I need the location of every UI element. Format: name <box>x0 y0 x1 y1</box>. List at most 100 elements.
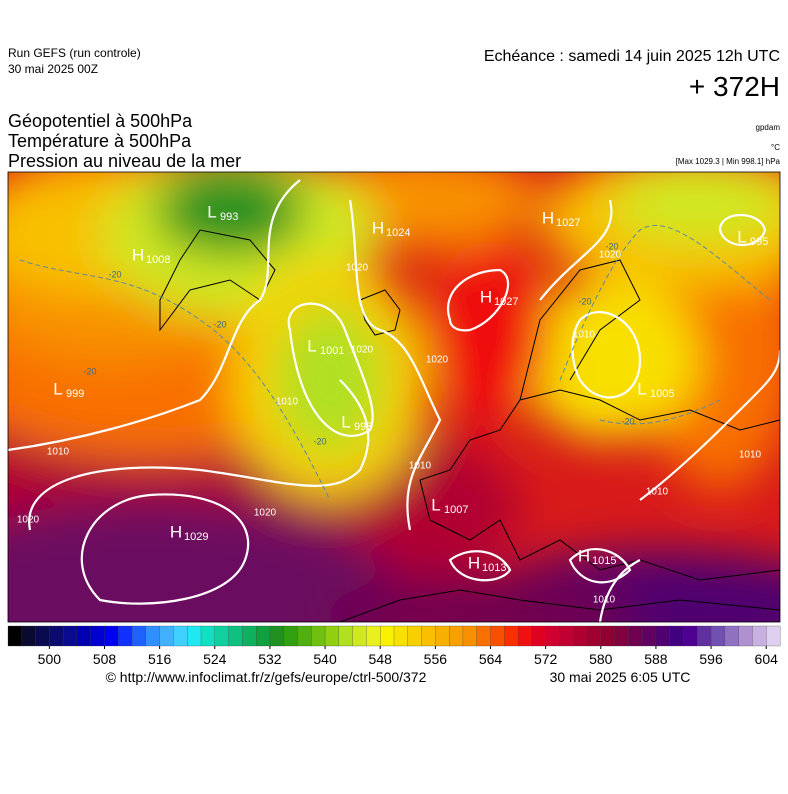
colorbar-swatch <box>545 625 560 647</box>
colorbar-swatch <box>7 625 23 647</box>
colorbar-swatch <box>435 625 450 647</box>
pressure-letter: L <box>307 336 316 355</box>
isobar-label: 1020 <box>599 250 622 261</box>
title-line: Géopotentiel à 500hPa <box>8 111 193 131</box>
colorbar-swatch <box>586 625 602 647</box>
colorbar-tick-label: 508 <box>93 651 117 667</box>
map-frame <box>7 171 781 623</box>
colorbar-swatch <box>338 625 354 647</box>
colorbar-swatch <box>35 625 50 647</box>
pressure-value: 1013 <box>482 562 506 574</box>
isobar-label: 1020 <box>254 508 277 519</box>
colorbar-swatch <box>614 625 629 647</box>
colorbar-swatch <box>683 625 698 647</box>
run-date: 30 mai 2025 00Z <box>8 62 98 76</box>
colorbar-swatch <box>145 625 161 647</box>
title-line: Pression au niveau de la mer <box>8 151 241 171</box>
pressure-letter: H <box>372 218 384 237</box>
run-label: Run GEFS (run controle) <box>8 46 141 60</box>
colorbar-swatch <box>697 625 712 647</box>
unit-label: °C <box>771 143 780 152</box>
colorbar-tick-label: 564 <box>479 651 503 667</box>
colorbar-swatch <box>228 625 243 647</box>
pressure-letter: L <box>431 495 440 514</box>
colorbar-swatch <box>311 625 326 647</box>
temperature-label: -20 <box>605 241 618 251</box>
pressure-letter: H <box>578 546 590 565</box>
colorbar-swatch <box>766 625 781 647</box>
pressure-value: 1001 <box>320 345 344 357</box>
pressure-range: [Max 1029.3 | Min 998.1] hPa <box>676 157 781 166</box>
colorbar-tick-label: 500 <box>38 651 62 667</box>
colorbar-tick-label: 580 <box>589 651 613 667</box>
colorbar-swatch <box>393 625 409 647</box>
temperature-label: -20 <box>578 296 591 306</box>
colorbar-swatch <box>628 625 643 647</box>
temperature-label: -20 <box>213 319 226 329</box>
isobar-label: 1010 <box>573 330 596 341</box>
pressure-value: 1005 <box>650 388 674 400</box>
colorbar-tick-label: 596 <box>699 651 723 667</box>
colorbar-swatch <box>641 625 657 647</box>
pressure-value: 1027 <box>494 296 518 308</box>
pressure-value: 1007 <box>444 504 468 516</box>
pressure-letter: H <box>132 245 144 264</box>
pressure-letter: H <box>480 287 492 306</box>
isobar-label: 1010 <box>739 450 762 461</box>
colorbar-swatch <box>90 625 105 647</box>
isobar-label: 1020 <box>351 345 374 356</box>
pressure-letter: H <box>468 553 480 572</box>
colorbar-swatch <box>131 625 147 647</box>
isobar-label: 1020 <box>17 515 40 526</box>
colorbar-tick-label: 540 <box>313 651 337 667</box>
colorbar-swatch <box>600 625 616 647</box>
colorbar-swatch <box>559 625 574 647</box>
colorbar-swatch <box>49 625 64 647</box>
colorbar-swatch <box>490 625 505 647</box>
colorbar-swatch <box>104 625 119 647</box>
pressure-letter: L <box>637 379 646 398</box>
colorbar-swatch <box>283 625 298 647</box>
pressure-value: 1024 <box>386 227 410 239</box>
colorbar-swatch <box>573 625 588 647</box>
colorbar-swatch <box>352 625 367 647</box>
pressure-letter: H <box>170 522 182 541</box>
pressure-letter: L <box>53 379 62 398</box>
colorbar-swatch <box>407 625 423 647</box>
pressure-letter: L <box>737 227 746 246</box>
isobar-label: 1020 <box>426 355 449 366</box>
colorbar-swatch <box>738 625 753 647</box>
colorbar-tick-label: 588 <box>644 651 668 667</box>
isobar-label: 1010 <box>47 447 70 458</box>
colorbar-swatch <box>255 625 271 647</box>
colorbar-swatch <box>242 625 257 647</box>
pressure-value: 998 <box>354 421 372 433</box>
source-credit: © http://www.infoclimat.fr/z/gefs/europe… <box>106 669 427 685</box>
colorbar-swatch <box>531 625 547 647</box>
colorbar-swatch <box>710 625 726 647</box>
colorbar-tick-label: 572 <box>534 651 558 667</box>
colorbar-swatch <box>724 625 740 647</box>
pressure-value: 1027 <box>556 217 580 229</box>
colorbar-swatch <box>324 625 340 647</box>
temperature-label: -20 <box>83 366 96 376</box>
valid-time: Echéance : samedi 14 juin 2025 12h UTC <box>484 48 780 65</box>
colorbar-swatch <box>21 625 37 647</box>
colorbar-tick-label: 532 <box>258 651 282 667</box>
isobar-label: 1020 <box>346 263 369 274</box>
colorbar-swatch <box>297 625 312 647</box>
colorbar-tick-label: 524 <box>203 651 227 667</box>
colorbar-swatch <box>476 625 491 647</box>
map-field <box>8 172 780 622</box>
colorbar-tick-label: 516 <box>148 651 172 667</box>
isobar-label: 1010 <box>276 397 299 408</box>
colorbar-swatch <box>421 625 436 647</box>
pressure-value: 1015 <box>592 555 616 567</box>
lead-time: + 372H <box>689 71 780 102</box>
isobar-label: 1010 <box>646 487 669 498</box>
pressure-value: 999 <box>66 388 84 400</box>
colorbar-swatch <box>173 625 188 647</box>
temperature-label: -20 <box>108 269 121 279</box>
colorbar-swatch <box>517 625 533 647</box>
